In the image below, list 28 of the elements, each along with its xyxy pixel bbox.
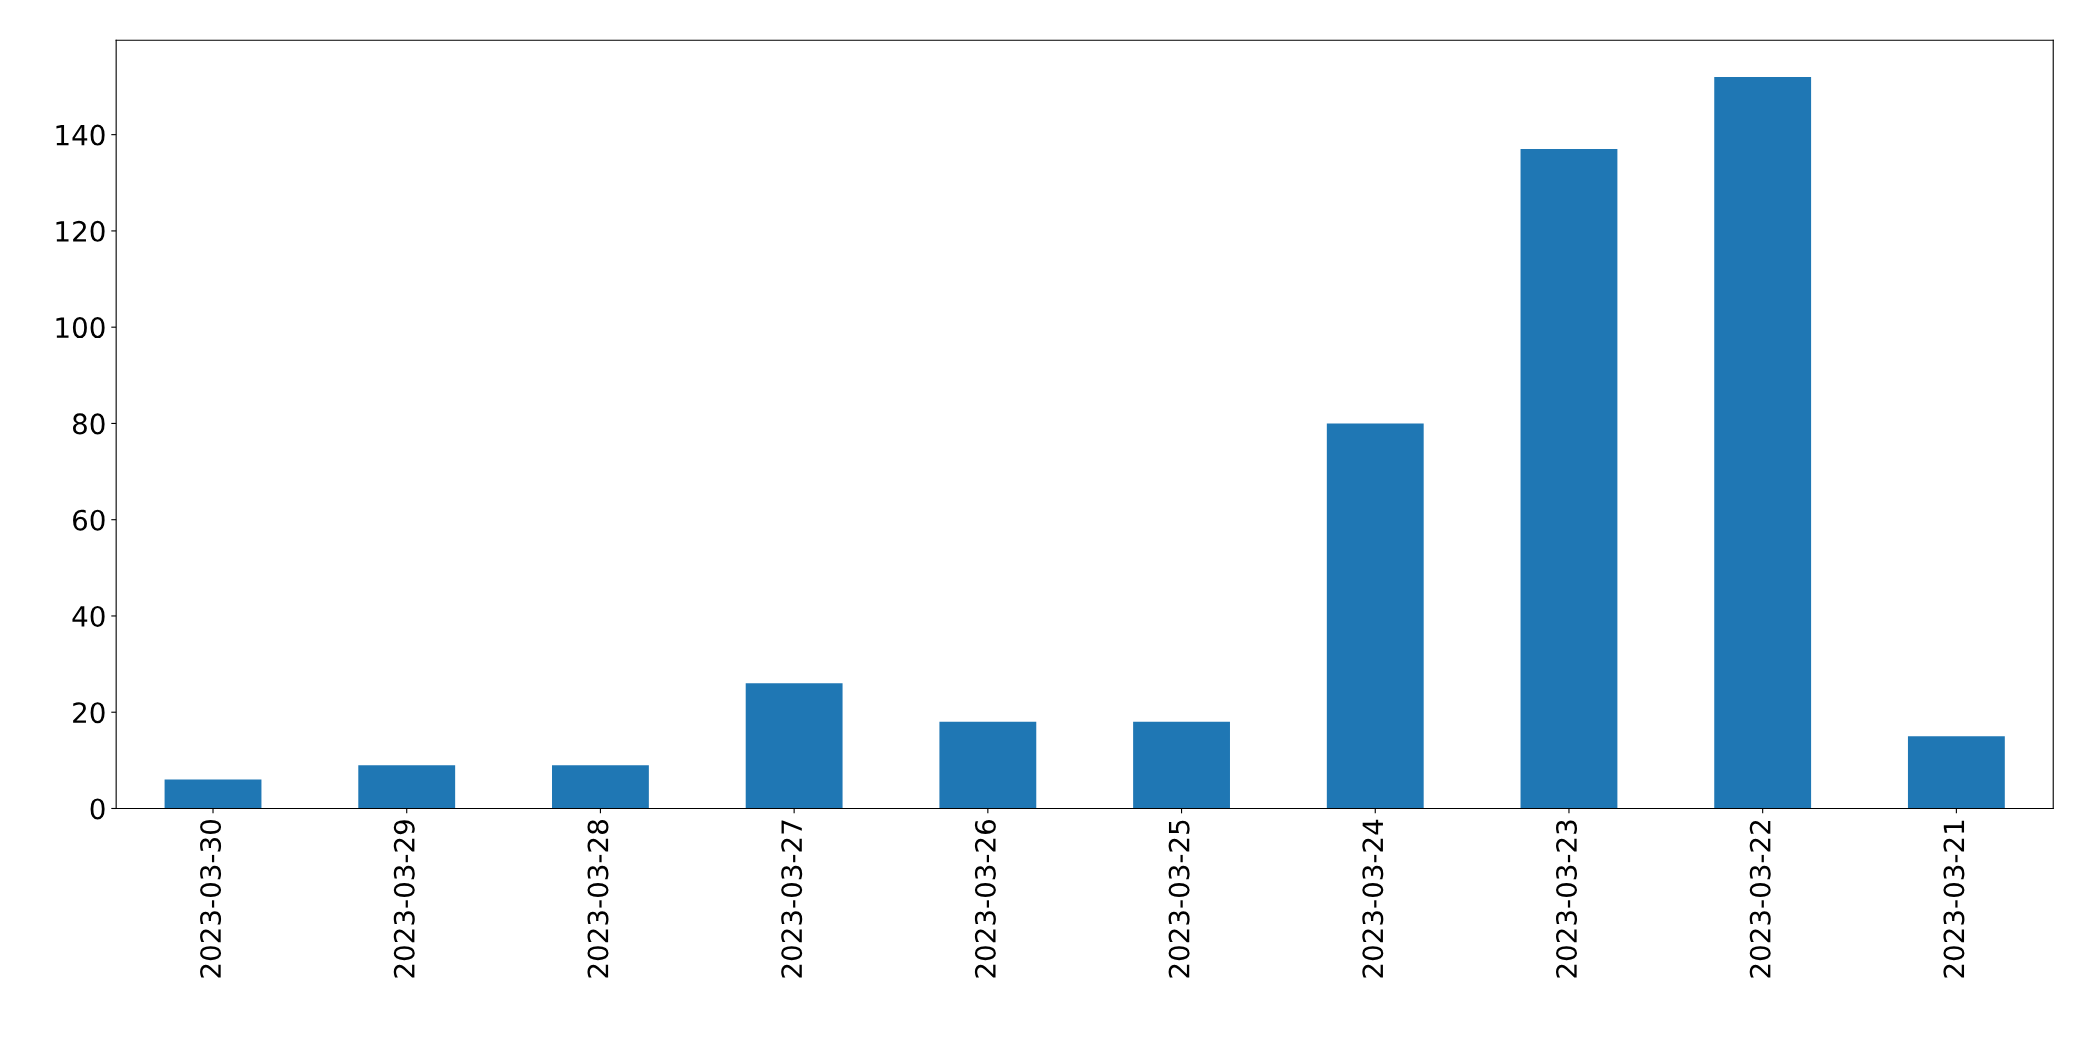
- x-tick-label: 2023-03-22: [1749, 820, 1771, 978]
- x-tick-label: 2023-03-24: [1362, 819, 1384, 978]
- bar: [1520, 149, 1618, 809]
- bar: [1907, 736, 2005, 809]
- y-tick-label: 140: [56, 124, 105, 146]
- bar: [1326, 423, 1424, 809]
- x-tick-label: 2023-03-21: [1943, 820, 1965, 978]
- bar: [1133, 721, 1230, 809]
- bar: [164, 779, 262, 809]
- y-tick-label: 100: [56, 317, 105, 339]
- y-tick-label: 40: [72, 605, 105, 627]
- x-tick-label: 2023-03-30: [200, 820, 222, 978]
- x-tick-label: 2023-03-29: [393, 820, 415, 978]
- y-tick-label: 120: [56, 220, 105, 242]
- bar: [939, 721, 1037, 809]
- x-tick-label: 2023-03-23: [1556, 820, 1578, 978]
- y-tick-label: 60: [73, 509, 105, 531]
- bar: [358, 765, 456, 809]
- y-tick-label: 80: [72, 413, 105, 435]
- x-tick-label: 2023-03-28: [587, 820, 609, 978]
- y-tick-label: 0: [90, 798, 105, 820]
- y-tick-label: 20: [73, 702, 105, 724]
- bar: [1714, 76, 1812, 809]
- bar: [552, 765, 649, 809]
- x-tick-label: 2023-03-27: [781, 820, 803, 978]
- x-tick-label: 2023-03-25: [1168, 820, 1190, 978]
- x-tick-label: 2023-03-26: [974, 819, 996, 978]
- bar: [745, 683, 843, 809]
